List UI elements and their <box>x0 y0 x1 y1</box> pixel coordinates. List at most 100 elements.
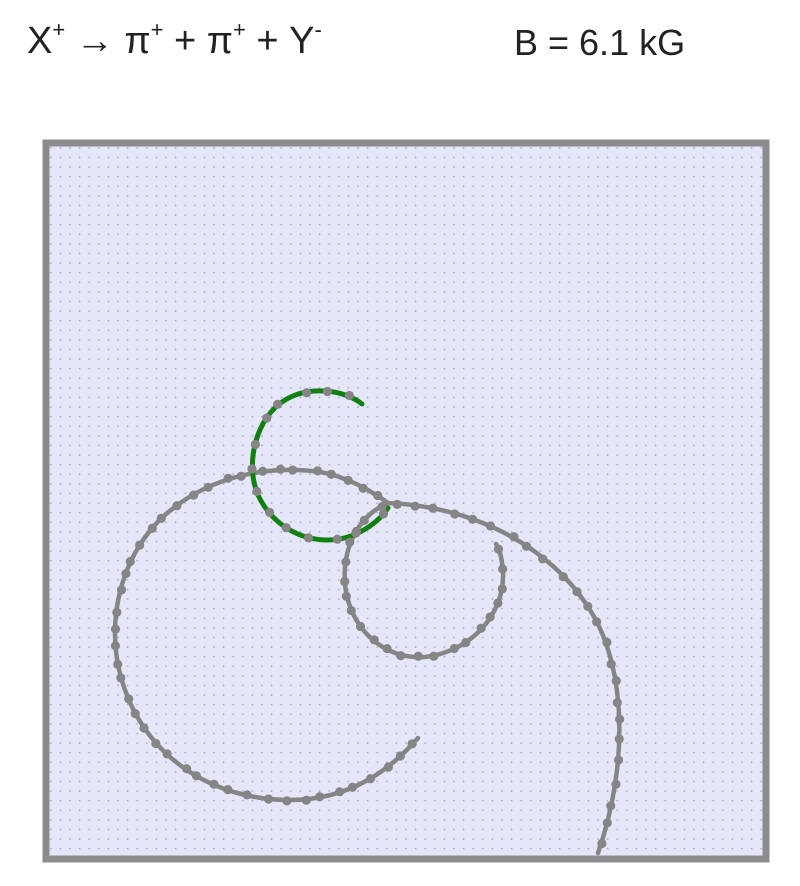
bubble-hit <box>242 790 252 800</box>
charge-y: - <box>314 17 322 42</box>
bubble-hit <box>572 587 582 597</box>
bubble-hit <box>497 584 507 594</box>
bubble-hit <box>410 501 420 511</box>
bubble-hit <box>302 388 312 398</box>
bubble-hit <box>203 482 213 492</box>
bubble-hit <box>558 572 568 582</box>
bubble-hit <box>449 643 459 654</box>
bubble-hit <box>275 464 286 474</box>
charge-pion-2: + <box>232 17 246 42</box>
bubble-hit <box>341 557 351 567</box>
bubble-hit <box>162 749 172 759</box>
bubble-hit <box>110 641 121 651</box>
bubble-hit <box>335 787 345 797</box>
bubble-hit <box>392 499 402 509</box>
outer-track <box>382 500 622 856</box>
bubble-hit <box>485 521 496 531</box>
bubble-hit <box>313 466 323 476</box>
bubble-hit <box>538 554 548 564</box>
bubble-hit <box>358 483 368 493</box>
bubble-hit <box>181 764 192 774</box>
bubble-hit <box>223 785 233 795</box>
bubble-hit <box>156 513 166 523</box>
bubble-hit <box>273 399 283 409</box>
spiral-track <box>112 467 421 803</box>
charge-pion-1: + <box>150 17 164 42</box>
bubble-hit <box>301 795 311 805</box>
bubble-hit <box>172 501 182 511</box>
bubble-hit <box>373 490 383 501</box>
magnetic-field-label: B = 6.1 kG <box>514 22 686 63</box>
tracks-layer <box>110 386 625 856</box>
bubble-hit <box>322 386 332 397</box>
header: X+ → π+ + π+ + Y- B = 6.1 kG <box>0 0 800 100</box>
bubble-hit <box>209 779 219 789</box>
bubble-hit <box>614 734 624 744</box>
bubble-hit <box>346 605 356 616</box>
plus-1: + <box>173 20 197 62</box>
bubble-hit <box>347 782 358 792</box>
bubble-hit <box>498 564 508 574</box>
bubble-hit <box>461 637 471 648</box>
bubble-hit <box>265 507 275 517</box>
bubble-hit <box>282 796 292 806</box>
bubble-hit <box>250 439 260 450</box>
charge-x: + <box>52 17 66 42</box>
bubble-hit <box>135 540 145 550</box>
bubble-hit <box>236 471 246 481</box>
bubble-hit <box>343 475 353 485</box>
bubble-hit <box>252 486 262 497</box>
chamber-background <box>46 143 766 859</box>
bubble-hit <box>429 651 439 661</box>
bubble-hit <box>611 779 621 789</box>
bubble-hit <box>493 544 504 554</box>
bubble-hit <box>521 541 532 551</box>
bubble-hit <box>396 651 406 661</box>
bubble-hit <box>612 698 622 708</box>
bubble-hit <box>365 774 376 784</box>
bubble-hit <box>395 751 405 761</box>
bubble-hit <box>223 473 233 483</box>
bubble-hit <box>428 503 438 513</box>
bubble-hit <box>247 464 257 474</box>
bubble-hit <box>191 771 201 781</box>
bubble-hit <box>602 637 612 647</box>
bubble-hit <box>606 659 616 669</box>
bubble-hit <box>382 643 392 654</box>
bubble-hit <box>351 528 361 538</box>
pion-1: π <box>124 20 151 62</box>
bubble-hit <box>613 755 624 765</box>
bubble-hit <box>262 413 272 423</box>
bubble-hit <box>344 390 354 401</box>
bubbles-gray <box>110 386 625 849</box>
bubble-hit <box>602 818 612 828</box>
bubble-hit <box>125 556 135 567</box>
bubble-hit <box>509 532 519 542</box>
bubble-hit <box>113 659 123 669</box>
bubble-hit <box>121 569 131 579</box>
bubble-hit <box>351 526 362 537</box>
loop-track <box>342 500 506 660</box>
bubble-hit <box>147 523 157 533</box>
bubble-hit <box>189 490 199 500</box>
bubble-hit <box>326 469 336 479</box>
bubble-hit <box>493 598 503 608</box>
arrow: → <box>75 20 114 62</box>
bubble-hit <box>413 651 423 661</box>
plus-2: + <box>256 20 279 62</box>
bubble-hit <box>130 709 140 719</box>
bubble-hit <box>116 673 126 683</box>
bubble-hit <box>383 762 394 772</box>
bubble-hit <box>377 502 387 512</box>
bubble-hit <box>288 465 298 475</box>
reaction-equation: X+ → π+ + π+ + Y- <box>27 17 322 63</box>
bubble-hit <box>583 601 593 611</box>
bubble-hit <box>606 801 616 811</box>
bubble-hit <box>258 466 268 476</box>
bubble-hit <box>611 676 621 686</box>
bubble-hit <box>303 533 314 543</box>
bubble-hit <box>485 612 495 622</box>
bubble-hit <box>407 739 417 749</box>
